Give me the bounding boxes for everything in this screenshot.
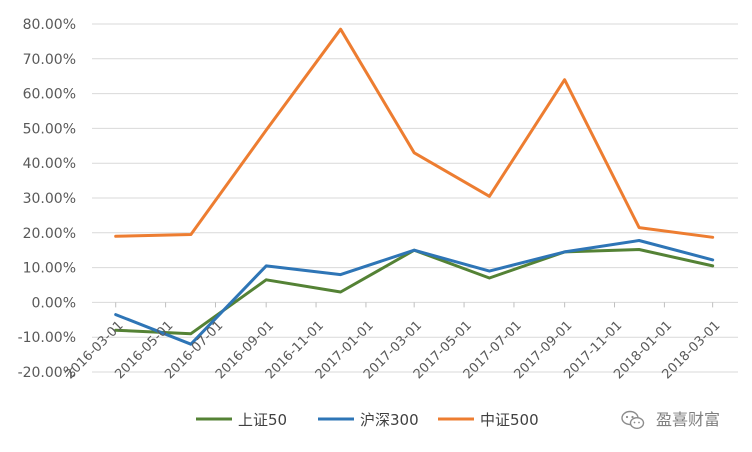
y-tick-label: 60.00% [23, 87, 76, 103]
y-tick-label: 30.00% [23, 191, 76, 207]
x-axis-tick-marks [115, 302, 714, 308]
x-axis-tick-labels: 2016-03-012016-05-012016-07-012016-09-01… [63, 318, 724, 382]
gridlines [92, 23, 738, 373]
y-tick-label: 0.00% [32, 295, 76, 311]
y-tick-label: 70.00% [23, 52, 76, 68]
wechat-icon [621, 410, 645, 430]
series-line [114, 27, 715, 239]
y-tick-label: -20.00% [18, 365, 76, 381]
watermark: 盈喜财富 [621, 410, 720, 430]
watermark-text: 盈喜财富 [656, 410, 720, 429]
y-tick-label: -10.00% [18, 330, 76, 346]
y-tick-label: 80.00% [23, 17, 76, 33]
series-line [114, 239, 715, 346]
legend: 上证50 沪深300 中证500 [196, 411, 539, 429]
series-lines [114, 27, 715, 346]
legend-label: 沪深300 [360, 411, 419, 429]
y-tick-label: 20.00% [23, 226, 76, 242]
y-tick-label: 50.00% [23, 121, 76, 137]
legend-label: 上证50 [238, 411, 287, 429]
y-tick-label: 10.00% [23, 261, 76, 277]
y-tick-label: 40.00% [23, 156, 76, 172]
y-axis-tick-labels: 80.00% 70.00% 60.00% 50.00% 40.00% 30.00% 20.0… [18, 17, 76, 381]
legend-label: 中证500 [480, 411, 539, 429]
